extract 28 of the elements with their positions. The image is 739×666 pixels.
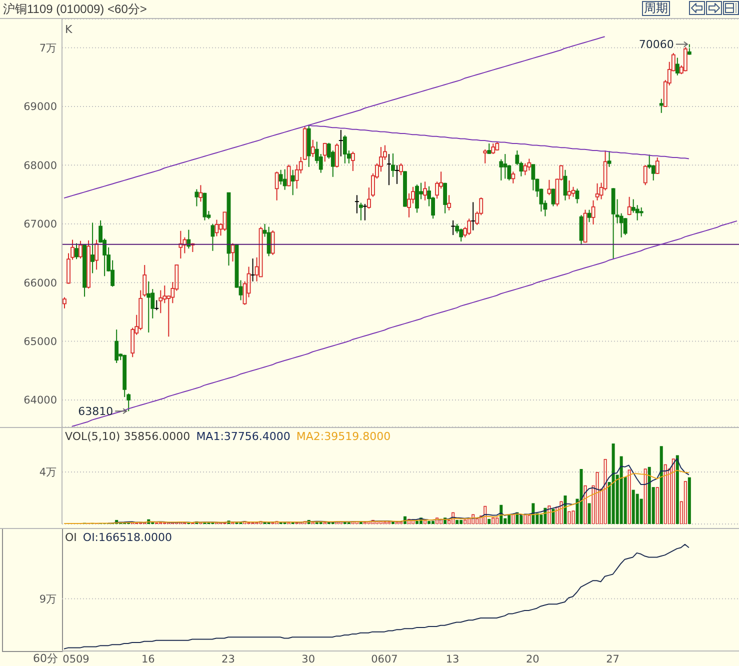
y-tick-label: 4万 xyxy=(39,466,57,479)
x-tick-label: 27 xyxy=(606,653,620,666)
ref-line-label: 9万 xyxy=(39,594,57,606)
y-tick-label: 67000 xyxy=(24,218,57,231)
x-tick-label: 13 xyxy=(446,653,460,666)
y-tick-label: 69000 xyxy=(24,101,57,114)
ref-line-label: 7万 xyxy=(39,42,57,54)
text: MA2:39519.8000 xyxy=(296,430,391,443)
chart-title: OI xyxy=(65,531,77,544)
x-tick-label: 30 xyxy=(302,653,316,666)
annotation: 63810 xyxy=(78,405,114,418)
chart-title: VOL(5,10) 35856.0000 xyxy=(65,430,190,443)
y-tick-label: 68000 xyxy=(24,160,57,172)
y-tick-label: 64000 xyxy=(24,394,57,407)
x-tick-label: 0509 xyxy=(62,653,90,666)
y-tick-label: 66000 xyxy=(24,277,57,290)
x-axis-title: 60分 xyxy=(32,652,58,665)
button: 周期 xyxy=(642,1,670,16)
x-tick-label: 23 xyxy=(222,653,235,666)
x-tick-label: 0607 xyxy=(371,653,398,666)
annotation: 70060 xyxy=(638,38,674,52)
y-tick-label: 65000 xyxy=(24,336,57,348)
x-tick-label: 20 xyxy=(526,653,540,666)
x-tick-label: 16 xyxy=(141,653,156,666)
annotation: K xyxy=(65,23,72,36)
chart-title: 沪铜1109 (010009) <60分> xyxy=(3,2,147,16)
text: MA1:37756.4000 xyxy=(196,430,290,443)
text: OI:166518.0000 xyxy=(82,531,172,544)
